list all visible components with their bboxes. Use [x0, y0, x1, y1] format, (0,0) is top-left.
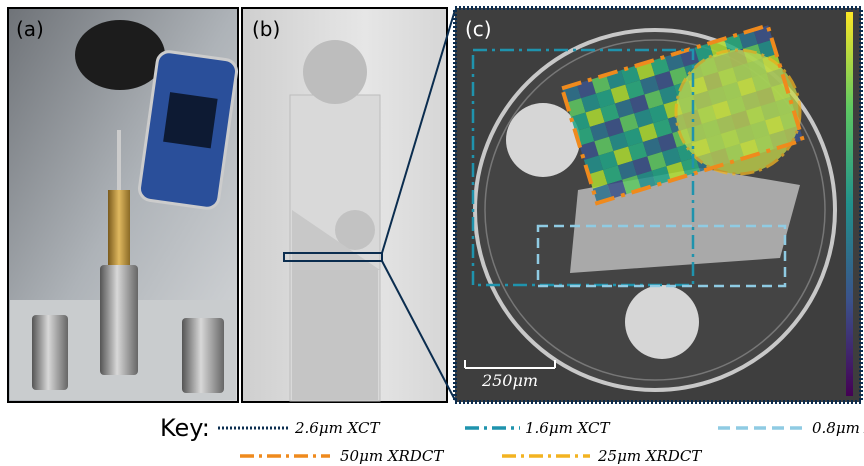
- key-label: 1.6μm XCT: [525, 419, 610, 437]
- key-label: 2.6μm XCT: [294, 419, 380, 437]
- panel-label: (b): [252, 17, 280, 41]
- key-title: Key:: [160, 414, 210, 442]
- panel-a: (a): [8, 8, 238, 402]
- figure: (a) (b) 250μm (c) 6543210-1 Key: 2: [0, 0, 864, 466]
- panel-b: (b): [242, 8, 447, 402]
- key-label: 0.8μm XCT: [812, 419, 864, 437]
- key-label: 25μm XRDCT: [597, 447, 702, 465]
- scale-bar-label: 250μm: [481, 371, 538, 390]
- panel-label: (a): [16, 17, 44, 41]
- key-label: 50μm XRDCT: [340, 447, 444, 465]
- panel-label: (c): [465, 17, 492, 41]
